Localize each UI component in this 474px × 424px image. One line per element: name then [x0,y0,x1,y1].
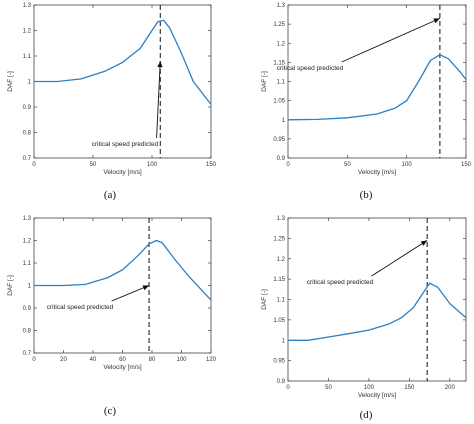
x-tick-label: 120 [206,357,217,363]
annotation-arrow [111,285,150,302]
y-tick-label: 1.3 [277,216,286,222]
plot-frame [287,217,467,382]
subplot-3: 0 20 40 60 80 100 120 0.7 0.8 0.9 1 1.1 1.2 1.3 Veloci… [7,216,217,417]
subplot-caption: (a) [104,189,117,201]
y-tick-label: 1.05 [273,318,285,324]
x-tick-label: 200 [445,385,456,391]
y-tick-label: 1 [282,118,286,124]
x-tick-label: 0 [32,162,36,168]
subplot-1: 0 50 100 150 0.7 0.8 0.9 1 1.1 1.2 1.3 Velocity [m/… [7,3,217,201]
x-tick-label: 0 [286,385,290,391]
y-axis-label: DAF [-] [261,71,268,92]
y-tick-label: 1 [282,338,286,344]
y-tick-label: 0.9 [277,379,286,385]
y-tick-label: 0.7 [23,156,32,162]
x-axis-label: Velocity [m/s] [103,169,141,176]
y-tick-label: 1.1 [23,54,32,60]
daf-curve [34,19,212,105]
x-tick-label: 150 [206,162,217,168]
daf-curve [287,53,467,121]
x-tick-label: 100 [402,162,413,168]
annotation-label: critical speed predicted [277,65,344,72]
x-tick-label: 100 [147,162,158,168]
x-tick-label: 20 [60,357,67,363]
x-tick-label: 50 [344,162,351,168]
y-axis-label: DAF [-] [261,289,268,310]
x-tick-label: 80 [149,357,156,363]
arrow-head [433,18,440,24]
y-tick-label: 1.3 [23,216,32,222]
annotation-arrow [341,17,441,63]
x-axis-label: Velocity [m/s] [103,364,141,371]
y-tick-label: 1 [28,80,32,86]
annotation-arrow [371,240,428,277]
y-tick-label: 0.95 [273,137,285,143]
y-tick-label: 0.8 [23,329,32,335]
y-tick-label: 1.25 [273,236,285,242]
y-tick-label: 0.9 [23,306,32,312]
arrow-head [157,61,163,68]
x-tick-label: 100 [176,357,187,363]
y-tick-label: 1.15 [273,277,285,283]
x-tick-label: 100 [364,385,375,391]
arrow-head [142,285,150,291]
y-axis-label: DAF [-] [7,71,14,92]
x-tick-label: 150 [461,162,472,168]
subplot-2: 0 50 100 150 0.9 0.95 1 1.05 1.1 1.15 1.2 1.25 1.3 Ve… [261,3,472,201]
annotation-arrow [156,61,161,139]
y-tick-label: 1.1 [277,80,286,86]
y-tick-label: 1.2 [277,257,286,263]
subplot-4: 0 50 100 150 200 0.9 0.95 1 1.05 1.1 1.15 1.2 1.25 1.… [261,216,467,421]
x-tick-label: 0 [286,162,290,168]
y-tick-label: 1.1 [23,261,32,267]
annotation-label: critical speed predicted [47,304,114,311]
y-axis-label: DAF [-] [7,275,14,296]
daf-curve [288,282,467,341]
y-tick-label: 0.95 [273,359,285,365]
y-tick-label: 0.9 [277,156,286,162]
y-tick-label: 0.8 [23,131,32,137]
y-tick-label: 1.2 [277,41,286,47]
plot-frame [287,4,467,159]
y-tick-label: 1.15 [273,60,285,66]
x-axis-label: Velocity [m/s] [358,392,396,399]
x-axis-label: Velocity [m/s] [358,169,396,176]
x-tick-label: 0 [32,357,36,363]
x-tick-label: 50 [325,385,332,391]
annotation-label: critical speed predicted [307,279,374,286]
subplot-caption: (c) [104,405,117,417]
y-tick-label: 1.2 [23,29,32,35]
annotation-label: critical speed predicted [92,141,159,148]
y-tick-label: 1.2 [23,239,32,245]
y-tick-label: 1.3 [277,3,286,9]
x-tick-label: 40 [90,357,97,363]
y-tick-label: 0.9 [23,105,32,111]
y-tick-label: 1.1 [277,298,286,304]
arrow-head [420,240,428,246]
y-tick-label: 1.25 [273,22,285,28]
y-tick-label: 1.05 [273,99,285,105]
subplot-caption: (b) [360,189,373,201]
subplot-caption: (d) [360,409,373,421]
x-tick-label: 60 [119,357,126,363]
x-tick-label: 50 [90,162,97,168]
daf-curve [34,239,212,301]
y-tick-label: 1 [28,284,32,290]
y-tick-label: 1.3 [23,3,32,9]
y-tick-label: 0.7 [23,351,32,357]
x-tick-label: 150 [404,385,415,391]
